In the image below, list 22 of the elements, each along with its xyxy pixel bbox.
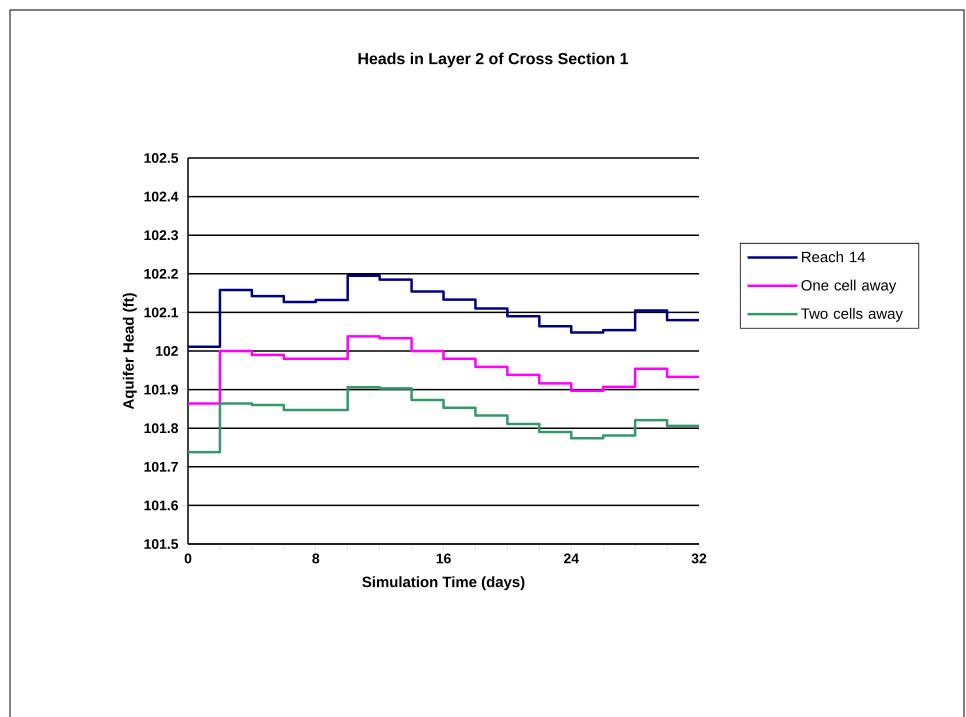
x-tick-label: 24 — [564, 554, 579, 564]
x-tick-label: 0 — [184, 554, 192, 564]
y-tick-label: 102.5 — [144, 153, 178, 163]
y-tick-label: 102.4 — [144, 192, 178, 202]
y-tick-label: 102.2 — [144, 268, 178, 279]
legend-label: One cell away — [801, 280, 896, 294]
x-axis-title: Simulation Time (days) — [362, 576, 524, 590]
chart-title: Heads in Layer 2 of Cross Section 1 — [358, 52, 628, 68]
x-tick-label: 8 — [312, 554, 320, 564]
legend-label: Two cells away — [801, 308, 903, 322]
y-tick-label: 102.1 — [144, 307, 178, 318]
y-axis-title: Aquifer Head (ft) — [122, 293, 137, 410]
y-tick-label: 101.5 — [144, 539, 178, 549]
y-tick-label: 102 — [156, 346, 178, 356]
y-tick-label: 101.6 — [144, 500, 178, 510]
x-tick-label: 16 — [436, 554, 451, 564]
y-tick-label: 101.8 — [144, 423, 178, 434]
y-tick-label: 101.7 — [144, 462, 178, 472]
y-tick-label: 102.3 — [144, 230, 178, 240]
legend-label: Reach 14 — [802, 251, 866, 262]
x-tick-label: 32 — [692, 554, 706, 564]
y-tick-label: 101.9 — [144, 384, 178, 395]
